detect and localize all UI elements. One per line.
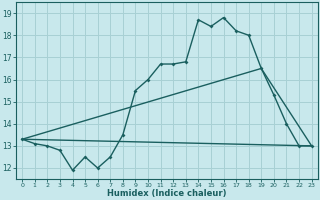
X-axis label: Humidex (Indice chaleur): Humidex (Indice chaleur) bbox=[107, 189, 227, 198]
